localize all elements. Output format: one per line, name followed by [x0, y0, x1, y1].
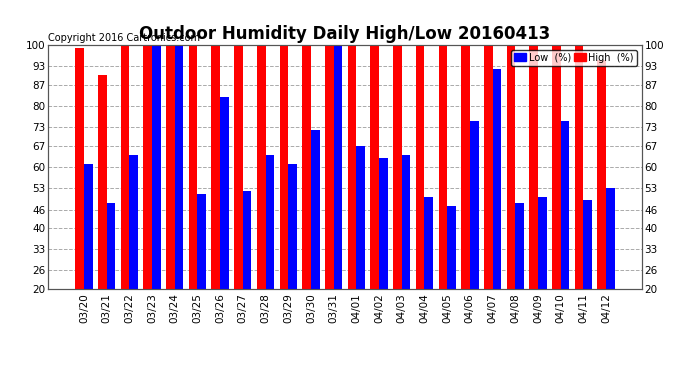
Bar [288, 164, 297, 289]
Bar [98, 75, 106, 289]
Bar [371, 15, 379, 289]
Bar [515, 203, 524, 289]
Bar [129, 154, 138, 289]
Bar [348, 21, 356, 289]
Bar [197, 194, 206, 289]
Bar [189, 27, 197, 289]
Bar [447, 207, 456, 289]
Bar [220, 97, 229, 289]
Bar [552, 9, 561, 289]
Bar [416, 39, 424, 289]
Bar [325, 0, 334, 289]
Bar [356, 146, 365, 289]
Bar [144, 0, 152, 289]
Bar [561, 121, 569, 289]
Bar [75, 48, 84, 289]
Bar [121, 21, 129, 289]
Bar [234, 12, 243, 289]
Bar [175, 27, 184, 289]
Bar [598, 60, 606, 289]
Bar [152, 21, 161, 289]
Bar [166, 0, 175, 289]
Bar [334, 33, 342, 289]
Bar [493, 69, 501, 289]
Bar [302, 2, 311, 289]
Bar [529, 15, 538, 289]
Bar [484, 0, 493, 289]
Bar [84, 164, 92, 289]
Bar [266, 154, 274, 289]
Bar [243, 191, 251, 289]
Bar [470, 121, 478, 289]
Bar [393, 15, 402, 289]
Title: Outdoor Humidity Daily High/Low 20160413: Outdoor Humidity Daily High/Low 20160413 [139, 26, 551, 44]
Legend: Low  (%), High  (%): Low (%), High (%) [511, 50, 637, 66]
Bar [106, 203, 115, 289]
Bar [584, 200, 592, 289]
Bar [439, 39, 447, 289]
Bar [538, 197, 546, 289]
Bar [424, 197, 433, 289]
Text: Copyright 2016 Cartronics.com: Copyright 2016 Cartronics.com [48, 33, 200, 43]
Bar [212, 0, 220, 289]
Bar [257, 12, 266, 289]
Bar [311, 130, 319, 289]
Bar [461, 21, 470, 289]
Bar [506, 5, 515, 289]
Bar [279, 5, 288, 289]
Bar [379, 158, 388, 289]
Bar [575, 5, 584, 289]
Bar [402, 154, 411, 289]
Bar [606, 188, 615, 289]
